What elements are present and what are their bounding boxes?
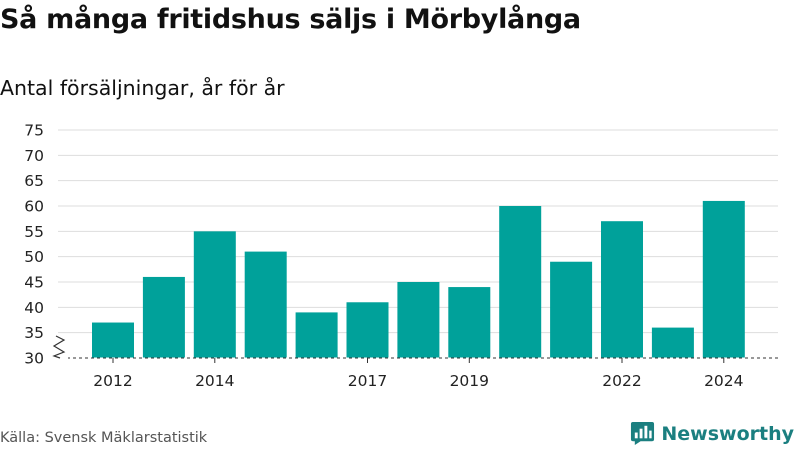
source-note: Källa: Svensk Mäklarstatistik <box>0 430 208 446</box>
x-axis: 2012 2014 2017 2019 2022 2024 <box>52 335 778 390</box>
x-tick-label: 2022 <box>602 372 641 390</box>
y-tick-label: 55 <box>24 223 44 241</box>
y-tick-label: 30 <box>24 350 44 368</box>
x-tick-label: 2012 <box>93 372 132 390</box>
bar-chart: 30 35 40 45 50 55 60 65 70 75 2012 2014 2017 2019 202… <box>24 122 778 390</box>
bar <box>142 276 185 358</box>
bar <box>702 200 745 358</box>
y-tick-label: 60 <box>24 198 44 216</box>
y-tick-label: 75 <box>24 122 44 140</box>
chart-subtitle: Antal försäljningar, år för år <box>0 76 285 100</box>
bar <box>651 327 694 358</box>
y-tick-label: 70 <box>24 147 44 165</box>
bar <box>499 206 542 358</box>
y-tick-label: 35 <box>24 324 44 342</box>
x-tick-label: 2017 <box>348 372 387 390</box>
bar <box>346 302 389 358</box>
y-tick-label: 40 <box>24 299 44 317</box>
bars <box>92 200 745 358</box>
bar <box>448 287 491 358</box>
axis-break-mark <box>52 335 66 359</box>
bar <box>295 312 338 358</box>
x-tick-label: 2024 <box>704 372 743 390</box>
y-axis-ticks: 30 35 40 45 50 55 60 65 70 75 <box>24 122 44 368</box>
bar <box>601 221 643 358</box>
chart-title: Så många fritidshus säljs i Mörbylånga <box>0 4 581 35</box>
brand-name: Newsworthy <box>661 422 794 445</box>
bar <box>193 231 236 358</box>
y-tick-label: 65 <box>24 172 44 190</box>
x-tick-label: 2014 <box>195 372 234 390</box>
x-tick-label: 2019 <box>450 372 489 390</box>
newsworthy-logo-icon <box>631 421 655 446</box>
bar <box>397 282 440 358</box>
brand-logo[interactable]: Newsworthy <box>630 421 794 446</box>
bar <box>550 261 593 358</box>
bar <box>92 322 134 358</box>
y-tick-label: 50 <box>24 248 44 266</box>
y-tick-label: 45 <box>24 274 44 292</box>
bar <box>244 251 287 358</box>
